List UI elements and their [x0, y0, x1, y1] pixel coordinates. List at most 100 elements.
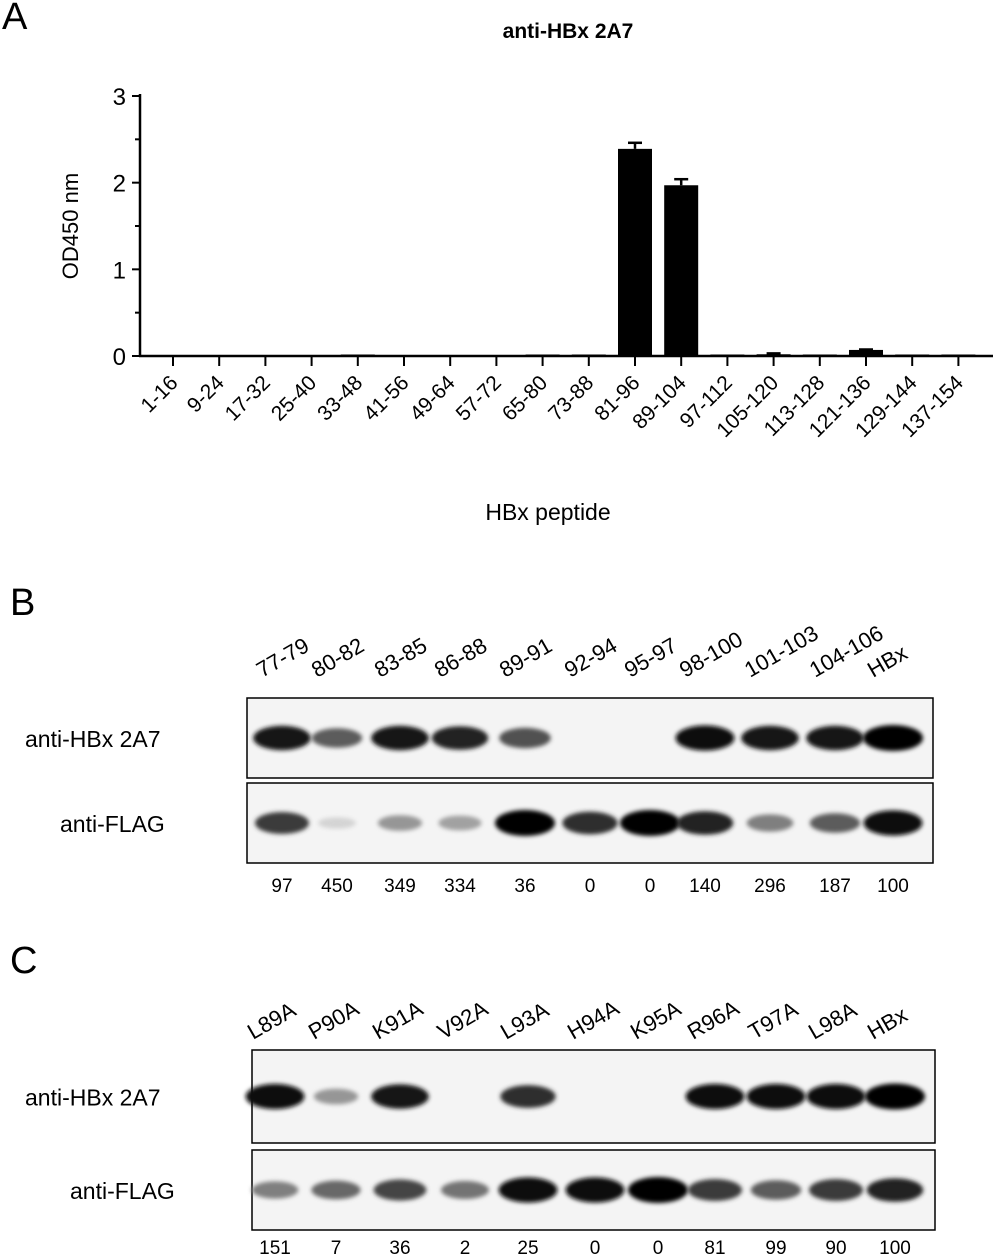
lane-label: 86-88 [430, 633, 491, 683]
x-tick-label: 25-40 [267, 371, 321, 425]
x-tick-label: 33-48 [313, 371, 367, 425]
lane-label: L89A [243, 997, 300, 1045]
x-tick-label: 89-104 [628, 371, 691, 434]
band [311, 1180, 361, 1200]
band [500, 1085, 556, 1108]
bar-105-120 [756, 354, 791, 356]
lane-label: 80-82 [307, 633, 368, 683]
bar-chart: anti-HBx 2A7 OD450 nm HBx peptide 0 1 2 3 1-… [58, 20, 993, 525]
band [809, 1179, 863, 1201]
quantification-value: 187 [819, 876, 851, 897]
bar-89-104 [664, 185, 699, 356]
lane-label: 89-91 [495, 633, 556, 683]
band [565, 1177, 625, 1203]
quantification-value: 100 [879, 1238, 911, 1255]
x-tick-label: 41-56 [359, 371, 413, 425]
panel-c-letter: C [10, 940, 38, 982]
quantification-value: 0 [653, 1238, 664, 1255]
quantification-value: 81 [704, 1238, 725, 1255]
quantification-value: 0 [645, 876, 656, 897]
band [806, 1083, 866, 1110]
x-tick-label: 65-80 [498, 371, 552, 425]
bar-137-154 [941, 354, 976, 356]
bar-73-88 [571, 354, 606, 356]
band [438, 815, 482, 831]
quantification-value: 25 [517, 1238, 538, 1255]
band [251, 1181, 299, 1199]
lane-label: R96A [683, 995, 743, 1044]
quantification-value: 450 [321, 876, 353, 897]
quantification-value: 2 [460, 1238, 471, 1255]
lane-label: 98-100 [675, 626, 747, 682]
row-label: anti-HBx 2A7 [25, 726, 161, 752]
band [371, 1084, 429, 1109]
x-tick-label: 49-64 [405, 371, 459, 425]
band [628, 1177, 688, 1203]
quantification-value: 0 [590, 1238, 601, 1255]
lane-label: HBx [863, 1002, 911, 1044]
band [685, 1083, 745, 1110]
panel-b-letter: B [10, 582, 36, 624]
bar-97-112 [710, 354, 745, 356]
bar-121-136 [849, 349, 883, 356]
lane-label: K91A [368, 996, 427, 1045]
chart-title: anti-HBx 2A7 [503, 20, 634, 43]
band [866, 1178, 924, 1202]
lane-label: 101-103 [740, 620, 822, 682]
quantification-value: 334 [444, 876, 476, 897]
band [863, 810, 923, 836]
y-tick-label: 0 [113, 344, 126, 371]
lane-label: L98A [804, 997, 861, 1045]
band [809, 813, 861, 833]
lane-label: L93A [496, 997, 553, 1045]
band [806, 725, 864, 751]
quantification-value: 97 [271, 876, 292, 897]
band [499, 727, 551, 749]
band [620, 810, 680, 836]
quantification-value: 36 [389, 1238, 410, 1255]
band [253, 725, 311, 751]
band [255, 812, 309, 834]
band [746, 1083, 806, 1110]
lane-label: K95A [626, 996, 685, 1045]
band [313, 1088, 359, 1105]
y-axis-label: OD450 nm [58, 173, 83, 279]
band [562, 811, 618, 835]
lane-label: 95-97 [620, 633, 681, 683]
band [495, 810, 555, 836]
bar-113-128 [802, 354, 837, 356]
lane-label: T97A [744, 996, 802, 1044]
band [371, 725, 429, 751]
row-label: anti-FLAG [70, 1178, 175, 1204]
band [746, 814, 794, 832]
band [865, 1083, 925, 1110]
bar-33-48 [340, 354, 375, 356]
lane-label: 83-85 [370, 633, 431, 683]
panel-a-letter: A [2, 0, 28, 38]
band [377, 815, 423, 831]
y-tick-label: 2 [113, 171, 126, 198]
y-tick-label: 3 [113, 84, 126, 111]
x-tick-label: 1-16 [137, 371, 183, 417]
bar-81-96 [618, 148, 652, 356]
band [688, 1179, 742, 1201]
quantification-value: 296 [754, 876, 786, 897]
quantification-value: 99 [765, 1238, 786, 1255]
quantification-value: 151 [259, 1238, 291, 1255]
lane-label: 77-79 [252, 633, 313, 683]
bar-65-80 [525, 354, 560, 356]
band [676, 811, 734, 835]
y-tick-label: 1 [113, 257, 126, 284]
band [863, 725, 923, 751]
band [441, 1181, 489, 1199]
quantification-value: 36 [514, 876, 535, 897]
band [311, 728, 363, 748]
x-tick-label: 17-32 [221, 371, 275, 425]
lane-label: P90A [304, 996, 363, 1045]
band [741, 725, 799, 751]
lane-label: V92A [433, 996, 492, 1045]
band [245, 1083, 305, 1110]
band [675, 725, 735, 751]
